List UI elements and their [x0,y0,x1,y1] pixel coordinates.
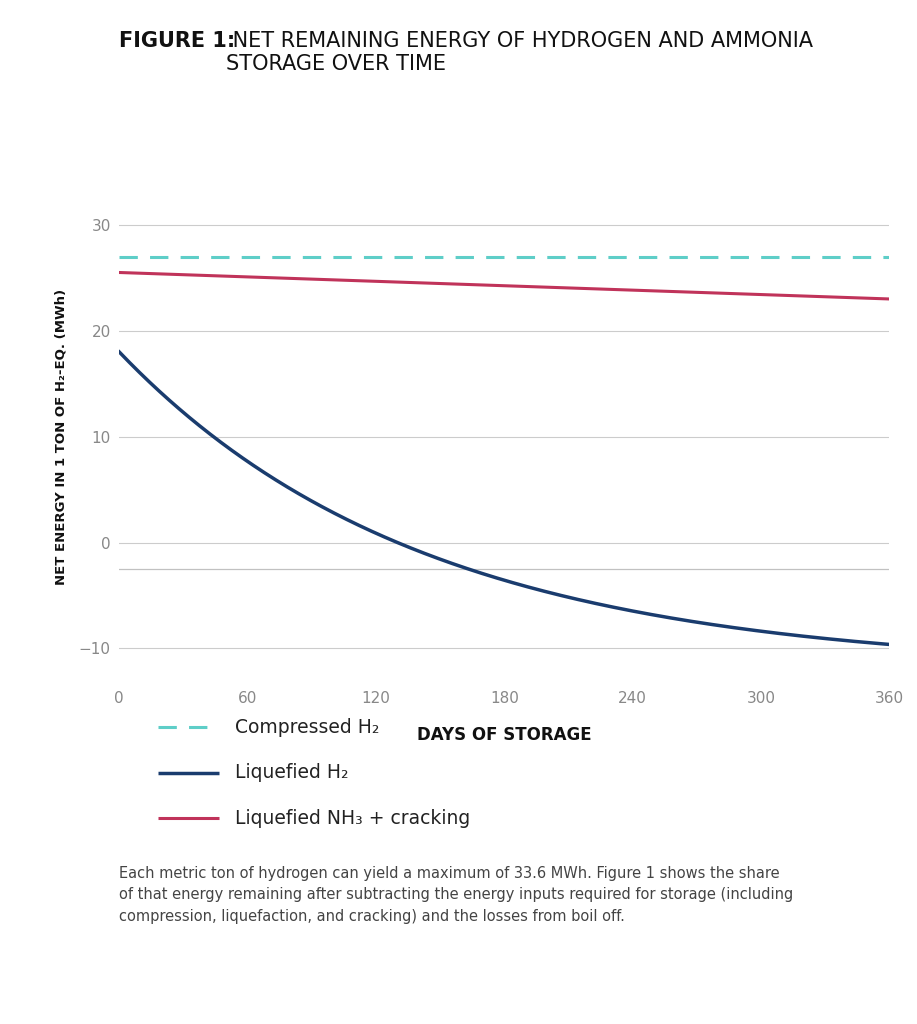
Text: Liquefied NH₃ + cracking: Liquefied NH₃ + cracking [235,809,470,827]
Y-axis label: NET ENERGY IN 1 TON OF H₂-EQ. (MWh): NET ENERGY IN 1 TON OF H₂-EQ. (MWh) [55,289,68,585]
Text: FIGURE 1:: FIGURE 1: [119,31,236,51]
Text: Compressed H₂: Compressed H₂ [235,718,379,737]
Text: Liquefied H₂: Liquefied H₂ [235,764,348,782]
Text: Each metric ton of hydrogen can yield a maximum of 33.6 MWh. Figure 1 shows the : Each metric ton of hydrogen can yield a … [119,865,793,924]
Text: NET REMAINING ENERGY OF HYDROGEN AND AMMONIA
STORAGE OVER TIME: NET REMAINING ENERGY OF HYDROGEN AND AMM… [226,31,812,74]
X-axis label: DAYS OF STORAGE: DAYS OF STORAGE [417,726,591,743]
